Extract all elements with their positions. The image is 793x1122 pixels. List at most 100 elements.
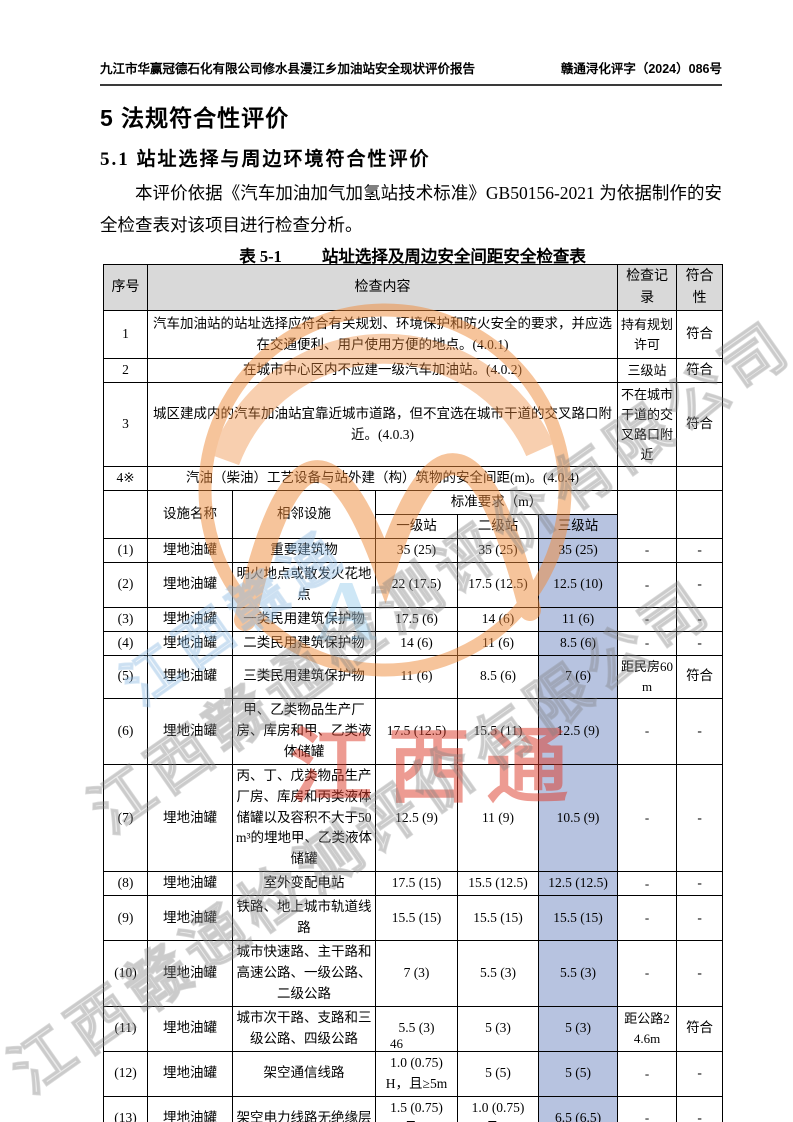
adjacent-facility-cell: 甲、乙类物品生产厂房、库房和甲、乙类液体储罐 [232, 697, 376, 765]
level2-value: 11 (6) [457, 630, 539, 656]
record-cell: - [617, 1095, 678, 1122]
conform-cell [676, 466, 724, 492]
level3-value: 6.5 (6.5) [537, 1095, 619, 1122]
record-cell: - [617, 940, 678, 1007]
col-header-content: 检查内容 [146, 263, 619, 312]
level3-value: 12.5 (9) [537, 697, 619, 765]
table-row: (11) 埋地油罐 城市次干路、支路和三级公路、四级公路 5.5 (3) 5 (… [103, 1005, 724, 1052]
record-cell: - [617, 606, 678, 632]
conform-cell: - [676, 561, 724, 608]
conform-cell: 符合 [676, 1005, 724, 1052]
row-number: (9) [103, 895, 148, 942]
level2-value: 15.5 (15) [457, 895, 539, 942]
check-content: 城区建成内的汽车加油站宜靠近城市道路，但不宜选在城市干道的交叉路口附近。(4.0… [146, 382, 619, 468]
table-row: (3) 埋地油罐 一类民用建筑保护物 17.5 (6) 14 (6) 11 (6… [103, 606, 724, 632]
record-cell: 距民房60m [617, 654, 678, 699]
row-number: 2 [103, 358, 148, 384]
table-row: 4※ 汽油（柴油）工艺设备与站外建（构）筑物的安全间距(m)。(4.0.4) [103, 466, 724, 492]
adjacent-facility-cell: 铁路、地上城市轨道线路 [232, 895, 376, 942]
row-number: (2) [103, 561, 148, 608]
record-cell: 距公路24.6m [617, 1005, 678, 1052]
level2-value: 15.5 (12.5) [457, 871, 539, 897]
facility-cell: 埋地油罐 [147, 763, 233, 873]
record-cell: 不在城市干道的交叉路口附近 [617, 382, 678, 468]
level2-value: 14 (6) [457, 606, 539, 632]
table-caption-label: 表 5-1 [239, 247, 282, 266]
conform-cell: - [676, 538, 724, 563]
level3-value: 7 (6) [537, 654, 619, 699]
row-number: (6) [103, 697, 148, 765]
level3-value: 10.5 (9) [537, 763, 619, 873]
adjacent-facility-cell: 室外变配电站 [232, 871, 376, 897]
row-number: (10) [103, 940, 148, 1007]
facility-cell: 埋地油罐 [147, 654, 233, 699]
table-row: 3 城区建成内的汽车加油站宜靠近城市道路，但不宜选在城市干道的交叉路口附近。(4… [103, 382, 724, 468]
adjacent-facility-cell: 架空通信线路 [232, 1050, 376, 1097]
conform-cell: - [676, 763, 724, 873]
level1-value: 1.5 (0.75) H，且≥6.5m [375, 1095, 458, 1122]
facility-cell: 埋地油罐 [147, 606, 233, 632]
conform-cell: - [676, 1050, 724, 1097]
level3-value: 35 (25) [537, 538, 619, 563]
level1-value: 17.5 (15) [375, 871, 458, 897]
conform-cell: - [676, 606, 724, 632]
adjacent-facility-cell: 重要建筑物 [232, 538, 376, 563]
header-report-title: 九江市华赢冠德石化有限公司修水县漫江乡加油站安全现状评价报告 [100, 62, 476, 76]
facility-cell: 埋地油罐 [147, 630, 233, 656]
row-number: (4) [103, 630, 148, 656]
conform-cell: 符合 [676, 358, 724, 384]
conform-cell: - [676, 940, 724, 1007]
standard-requirement-header: 标准要求（m） [374, 490, 619, 516]
level3-value: 15.5 (15) [537, 895, 619, 942]
level2-value: 8.5 (6) [457, 654, 539, 699]
conform-cell: 符合 [676, 382, 724, 468]
row-number: (5) [103, 654, 148, 699]
record-cell: - [617, 871, 678, 897]
adjacent-facility-header: 相邻设施 [232, 490, 376, 540]
record-cell: - [617, 561, 678, 608]
level1-value: 17.5 (6) [375, 606, 458, 632]
level2-value: 5 (3) [457, 1005, 539, 1052]
table-row: 2 在城市中心区内不应建一级汽车加油站。(4.0.2) 三级站 符合 [103, 358, 724, 384]
conform-cell: - [676, 871, 724, 897]
facility-cell: 埋地油罐 [147, 940, 233, 1007]
record-cell: - [617, 697, 678, 765]
record-cell: - [617, 538, 678, 563]
row-number: 3 [103, 382, 148, 468]
level1-value: 12.5 (9) [375, 763, 458, 873]
facility-cell: 埋地油罐 [147, 561, 233, 608]
level3-value: 12.5 (12.5) [537, 871, 619, 897]
row-number: 1 [103, 310, 148, 360]
conform-cell: - [676, 895, 724, 942]
facility-cell: 埋地油罐 [147, 871, 233, 897]
page-header: 九江市华赢冠德石化有限公司修水县漫江乡加油站安全现状评价报告 赣通浔化评字（20… [100, 61, 722, 86]
check-content: 汽车加油站的站址选择应符合有关规划、环境保护和防火安全的要求，并应选在交通便利、… [146, 310, 619, 360]
row-number: (11) [103, 1005, 148, 1052]
adjacent-facility-cell: 三类民用建筑保护物 [232, 654, 376, 699]
empty-cell [617, 490, 678, 540]
table-row: (4) 埋地油罐 二类民用建筑保护物 14 (6) 11 (6) 8.5 (6)… [103, 630, 724, 656]
facility-name-header: 设施名称 [147, 490, 233, 540]
table-row: (2) 埋地油罐 明火地点或散发火花地点 22 (17.5) 17.5 (12.… [103, 561, 724, 608]
empty-cell [676, 490, 724, 540]
level1-value: 17.5 (12.5) [375, 697, 458, 765]
level2-value: 5 (5) [457, 1050, 539, 1097]
facility-cell: 埋地油罐 [147, 1050, 233, 1097]
table-row: (7) 埋地油罐 丙、丁、戊类物品生产厂房、库房和丙类液体储罐以及容积不大于50… [103, 763, 724, 873]
table-row: (12) 埋地油罐 架空通信线路 1.0 (0.75) H，且≥5m 5 (5)… [103, 1050, 724, 1097]
level3-value: 5 (3) [537, 1005, 619, 1052]
header-document-number: 赣通浔化评字（2024）086号 [560, 62, 722, 76]
conform-cell: - [676, 697, 724, 765]
empty-cell [103, 490, 148, 540]
record-cell: 持有规划许可 [617, 310, 678, 360]
level2-value: 5.5 (3) [457, 940, 539, 1007]
level2-station-header: 二级站 [457, 514, 539, 540]
level1-value: 35 (25) [375, 538, 458, 563]
level1-value: 15.5 (15) [375, 895, 458, 942]
level2-value: 35 (25) [457, 538, 539, 563]
table-row: (13) 埋地油罐 架空电力线路无绝缘层 1.5 (0.75) H，且≥6.5m… [103, 1095, 724, 1122]
table-caption-title: 站址选择及周边安全间距安全检查表 [321, 247, 586, 266]
facility-cell: 埋地油罐 [147, 538, 233, 563]
col-header-conform: 符合性 [676, 263, 724, 312]
adjacent-facility-cell: 一类民用建筑保护物 [232, 606, 376, 632]
